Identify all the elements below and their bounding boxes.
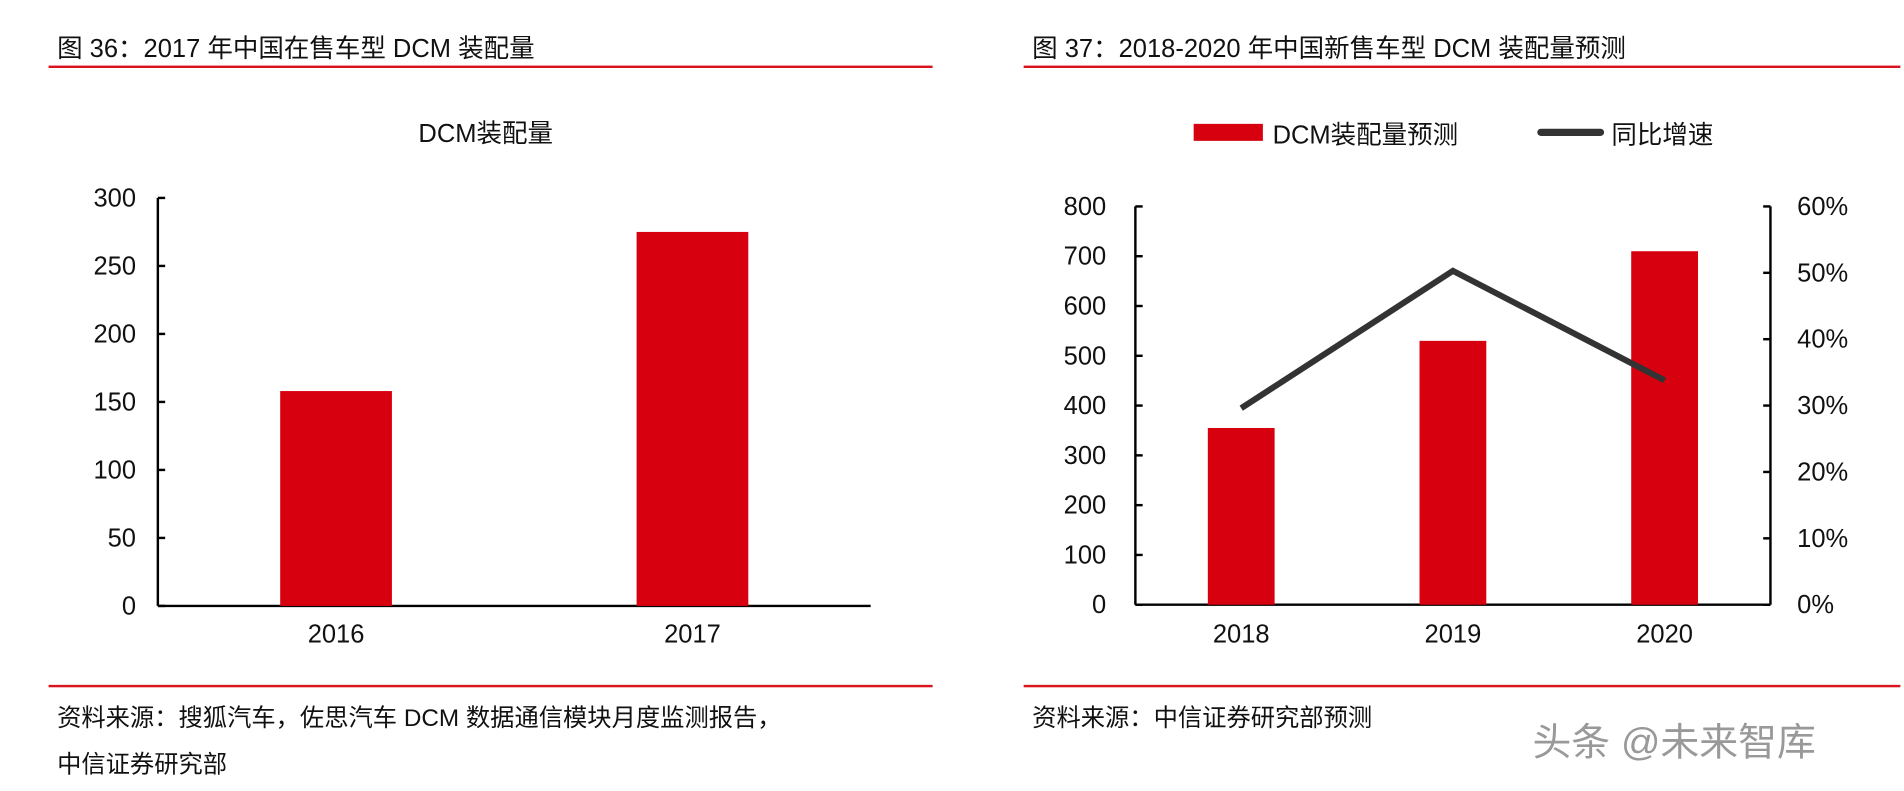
legend-line-label: 同比增速 [1611,121,1713,149]
right-source-rule [1024,685,1901,687]
bar-2018 [1208,428,1275,605]
watermark: 头条 @未来智库 [1532,712,1815,768]
legend-bar-label: DCM装配量预测 [1273,121,1459,149]
left-source-rule [49,685,933,687]
y-left-tick-label: 500 [1064,342,1107,370]
x-tick-label: 2018 [1213,620,1270,648]
y-right-tick-label: 60% [1797,193,1848,221]
legend-bar-swatch [1194,124,1263,141]
y-left-tick-label: 400 [1064,392,1107,420]
y-right-tick-label: 40% [1797,326,1848,354]
y-right-tick-label: 20% [1797,458,1848,486]
y-left-tick-label: 800 [1064,193,1107,221]
x-tick-label: 2019 [1425,620,1482,648]
bar-2020 [1631,251,1698,604]
x-tick-label: 2020 [1636,620,1693,648]
left-source-line2: 中信证券研究部 [57,741,227,790]
bar-2019 [1420,341,1487,605]
y-right-tick-label: 50% [1797,259,1848,287]
y-left-tick-label: 700 [1064,243,1107,271]
y-left-tick-label: 600 [1064,293,1107,321]
y-left-tick-label: 100 [1064,541,1107,569]
chart-dcm-forecast: DCM装配量预测 同比增速 0 100 200 300 400 500 600 700 800 0% 1… [0,0,1904,680]
y-right-tick-label: 10% [1797,525,1848,553]
y-left-tick-label: 0 [1092,591,1106,619]
y-left-tick-label: 300 [1064,442,1107,470]
y-right-tick-label: 0% [1797,591,1834,619]
right-source: 资料来源：中信证券研究部预测 [1032,695,1372,744]
left-source-line1: 资料来源：搜狐汽车，佐思汽车 DCM 数据通信模块月度监测报告， [57,695,782,744]
y-right-tick-label: 30% [1797,392,1848,420]
y-left-tick-label: 200 [1064,492,1107,520]
